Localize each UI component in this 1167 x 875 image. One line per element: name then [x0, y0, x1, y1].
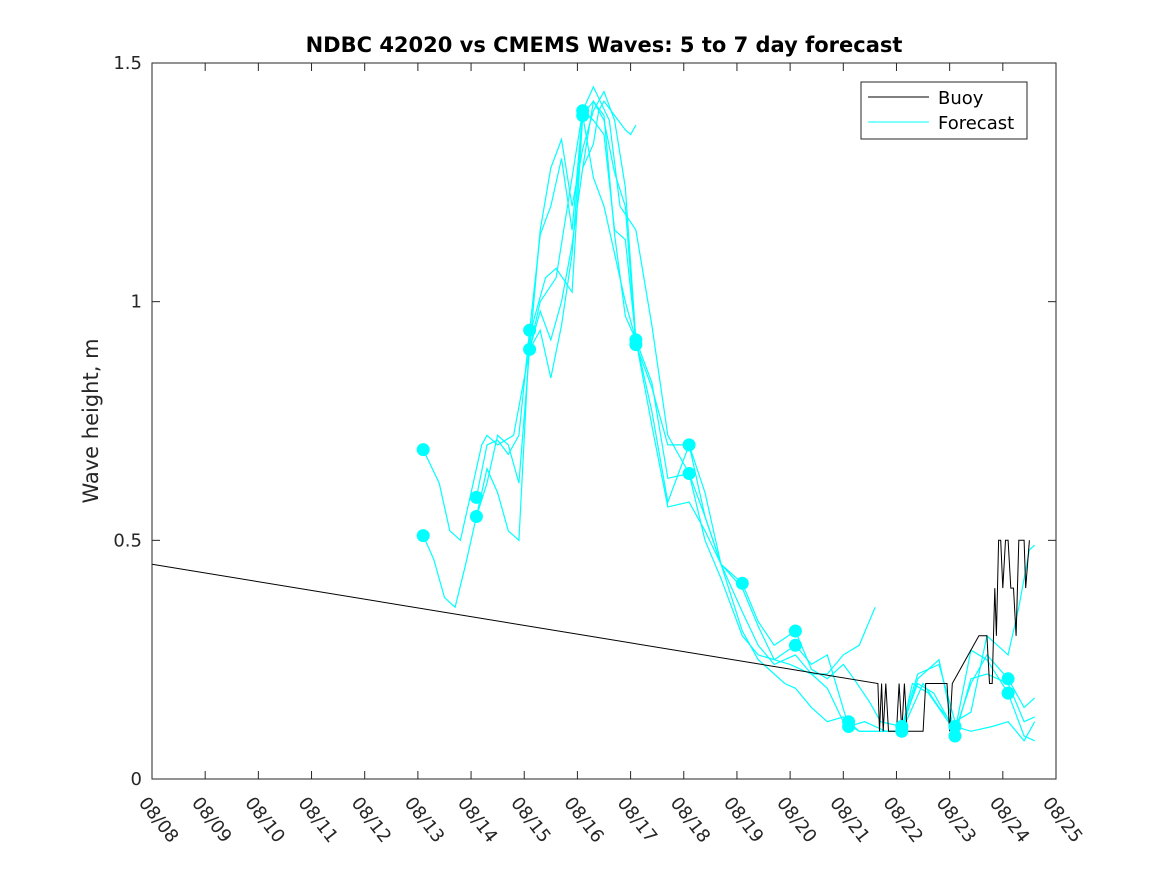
forecast-marker [1001, 686, 1015, 700]
plot-area [152, 63, 1056, 779]
forecast-marker [1001, 672, 1015, 686]
y-tick-label: 0.5 [113, 530, 142, 551]
y-tick-label: 1.5 [113, 53, 142, 74]
forecast-marker [948, 729, 962, 743]
forecast-marker [788, 624, 802, 638]
forecast-marker [469, 510, 483, 523]
forecast-marker [523, 342, 537, 356]
forecast-marker [576, 109, 590, 122]
forecast-marker [469, 490, 483, 504]
y-tick-label: 0 [131, 769, 142, 790]
legend-buoy-label: Buoy [938, 88, 984, 109]
forecast-line-7 [529, 90, 637, 350]
forecast-marker [895, 724, 909, 738]
forecast-line-1 [422, 85, 876, 675]
forecast-line-5 [529, 115, 1035, 737]
chart-title: NDBC 42020 vs CMEMS Waves: 5 to 7 day fo… [306, 33, 903, 57]
forecast-marker [948, 720, 962, 733]
forecast-marker [682, 438, 696, 452]
forecast-marker [523, 323, 537, 337]
forecast-line-4 [475, 99, 1035, 742]
forecast-marker [842, 720, 856, 733]
forecast-line-6 [582, 100, 637, 169]
y-tick-label: 1 [131, 292, 142, 313]
legend-forecast-label: Forecast [938, 113, 1014, 134]
buoy-line [152, 539, 1030, 732]
y-axis-label: Wave height, m [79, 338, 103, 503]
forecast-marker [416, 529, 430, 543]
forecast-marker [788, 638, 802, 652]
forecast-line-2 [422, 100, 1036, 742]
series-layer [152, 85, 1036, 742]
forecast-marker [735, 576, 749, 590]
forecast-marker [629, 338, 643, 352]
axes-box [151, 62, 1057, 780]
forecast-marker [682, 467, 696, 480]
forecast-line-8 [901, 544, 1036, 727]
legend: Buoy Forecast [860, 81, 1028, 140]
legend-box [860, 81, 1028, 140]
marker-layer [416, 104, 1015, 743]
forecast-marker [416, 443, 430, 457]
